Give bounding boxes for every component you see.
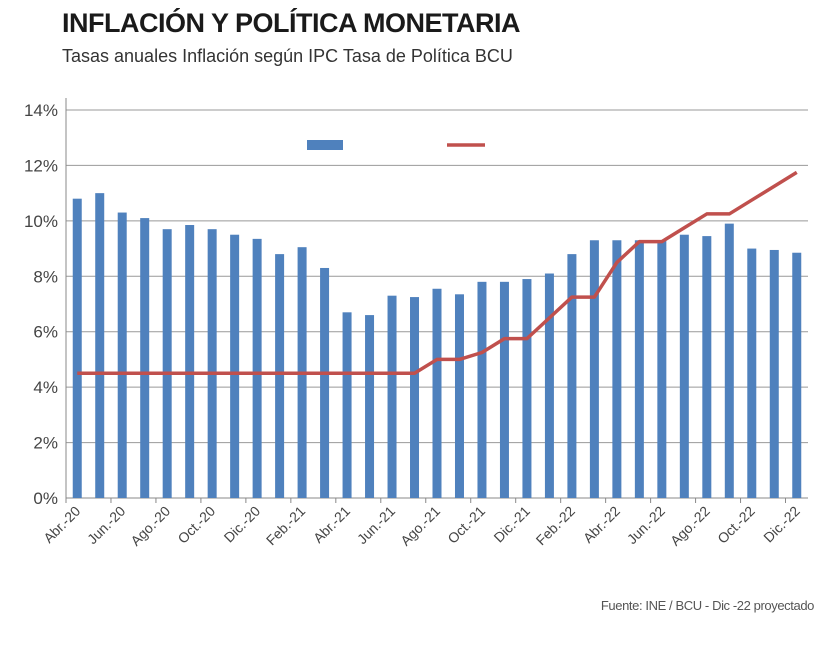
bar (522, 279, 532, 498)
bar (117, 212, 127, 499)
y-tick-label: 0% (33, 489, 58, 508)
x-tick-label: Abr.-22 (580, 503, 623, 546)
y-tick-label: 8% (33, 267, 58, 286)
y-tick-label: 4% (33, 378, 58, 397)
bar (747, 248, 757, 498)
bar (162, 229, 172, 498)
source-note: Fuente: INE / BCU - Dic -22 proyectado (600, 598, 815, 613)
bar (432, 288, 442, 498)
bar (72, 198, 82, 498)
x-tick-label: Abr.-20 (40, 503, 83, 546)
x-tick-label: Ago.-22 (667, 503, 713, 549)
bar (769, 249, 779, 498)
bar (365, 315, 375, 498)
bar (207, 229, 217, 498)
x-tick-label: Feb.-22 (533, 503, 579, 549)
y-tick-label: 10% (24, 212, 58, 231)
chart-subtitle: Tasas anuales Inflación según IPC Tasa d… (62, 46, 513, 66)
x-tick-label: Abr.-21 (310, 503, 353, 546)
chart-title: INFLACIÓN Y POLÍTICA MONETARIA (62, 8, 521, 38)
bar (230, 234, 240, 498)
x-tick-label: Jun.-20 (84, 503, 128, 547)
bar (275, 254, 285, 498)
bar (320, 267, 330, 498)
bar (252, 238, 262, 498)
legend-bar-swatch (307, 140, 343, 150)
x-tick-label: Jun.-21 (354, 503, 398, 547)
bar (702, 236, 712, 498)
x-tick-label: Ago.-20 (127, 503, 173, 549)
bar (410, 297, 420, 498)
x-tick-label: Dic.-22 (760, 503, 803, 546)
bar (634, 240, 644, 498)
bar (454, 294, 464, 498)
y-tick-label: 2% (33, 434, 58, 453)
bar (95, 193, 105, 498)
policy-rate-line (77, 170, 798, 376)
bar (544, 273, 554, 498)
bar (724, 223, 734, 498)
bar (567, 254, 577, 498)
x-tick-label: Feb.-21 (263, 503, 309, 549)
x-tick-label: Oct.-22 (714, 503, 758, 547)
bar (185, 225, 195, 498)
x-tick-label: Dic.-21 (490, 503, 533, 546)
x-tick-label: Jun.-22 (624, 503, 668, 547)
bar (477, 281, 487, 498)
x-tick-label: Oct.-21 (444, 503, 488, 547)
bar (589, 240, 599, 498)
y-tick-label: 12% (24, 156, 58, 175)
bar (342, 312, 352, 498)
bar (387, 295, 397, 498)
x-tick-label: Ago.-21 (397, 503, 443, 549)
bar (792, 252, 802, 498)
x-tick-label: Dic.-20 (221, 503, 264, 546)
bar (140, 218, 150, 499)
y-tick-label: 14% (24, 101, 58, 120)
y-tick-label: 6% (33, 323, 58, 342)
bar (657, 240, 667, 498)
bar (679, 234, 689, 498)
bar (612, 240, 622, 498)
x-tick-label: Oct.-20 (174, 503, 218, 547)
bar (499, 281, 509, 498)
